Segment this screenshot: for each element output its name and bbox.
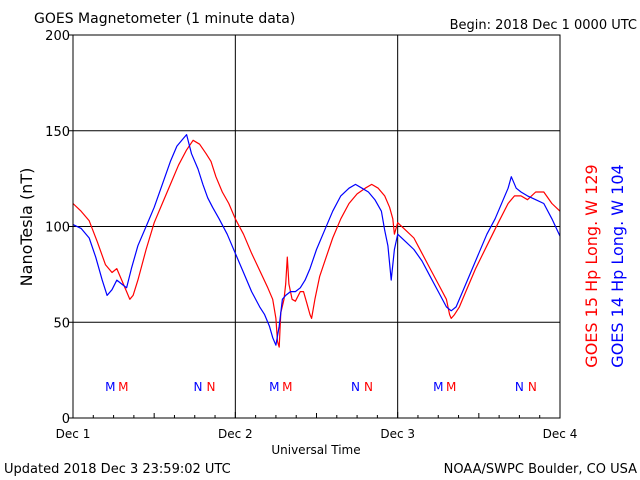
legend-goes14: GOES 14 Hp Long. W 104 [608, 164, 627, 367]
marker-n-2: N [194, 380, 203, 394]
marker-m-9: M [446, 380, 456, 394]
x-axis-label: Universal Time [271, 443, 360, 457]
chart-title: GOES Magnetometer (1 minute data) [34, 11, 295, 27]
legend-goes15: GOES 15 Hp Long. W 129 [582, 164, 601, 367]
series-goes15-line [72, 139, 561, 348]
y-tick-label-150: 150 [45, 125, 70, 140]
marker-n-3: N [206, 380, 215, 394]
x-tick-label-dec-2: Dec 2 [218, 427, 253, 441]
begin-label: Begin: 2018 Dec 1 0000 UTC [450, 18, 637, 33]
x-tick-label-dec-4: Dec 4 [543, 427, 578, 441]
credit-text: NOAA/SWPC Boulder, CO USA [444, 462, 637, 477]
marker-m-1: M [118, 380, 128, 394]
marker-m-4: M [269, 380, 279, 394]
x-tick-label-dec-1: Dec 1 [56, 427, 91, 441]
marker-n-7: N [364, 380, 373, 394]
y-tick-label-100: 100 [45, 221, 70, 236]
marker-n-6: N [351, 380, 360, 394]
y-axis-label: NanoTesla (nT) [17, 168, 36, 287]
marker-n-10: N [515, 380, 524, 394]
marker-m-8: M [433, 380, 443, 394]
marker-m-0: M [105, 380, 115, 394]
marker-n-11: N [528, 380, 537, 394]
updated-timestamp: Updated 2018 Dec 3 23:59:02 UTC [4, 462, 231, 477]
x-tick-label-dec-3: Dec 3 [380, 427, 415, 441]
y-tick-label-50: 50 [53, 316, 70, 331]
marker-m-5: M [282, 380, 292, 394]
y-tick-label-200: 200 [45, 29, 70, 44]
y-tick-label-0: 0 [62, 412, 70, 427]
series-goes14-line [72, 134, 561, 346]
